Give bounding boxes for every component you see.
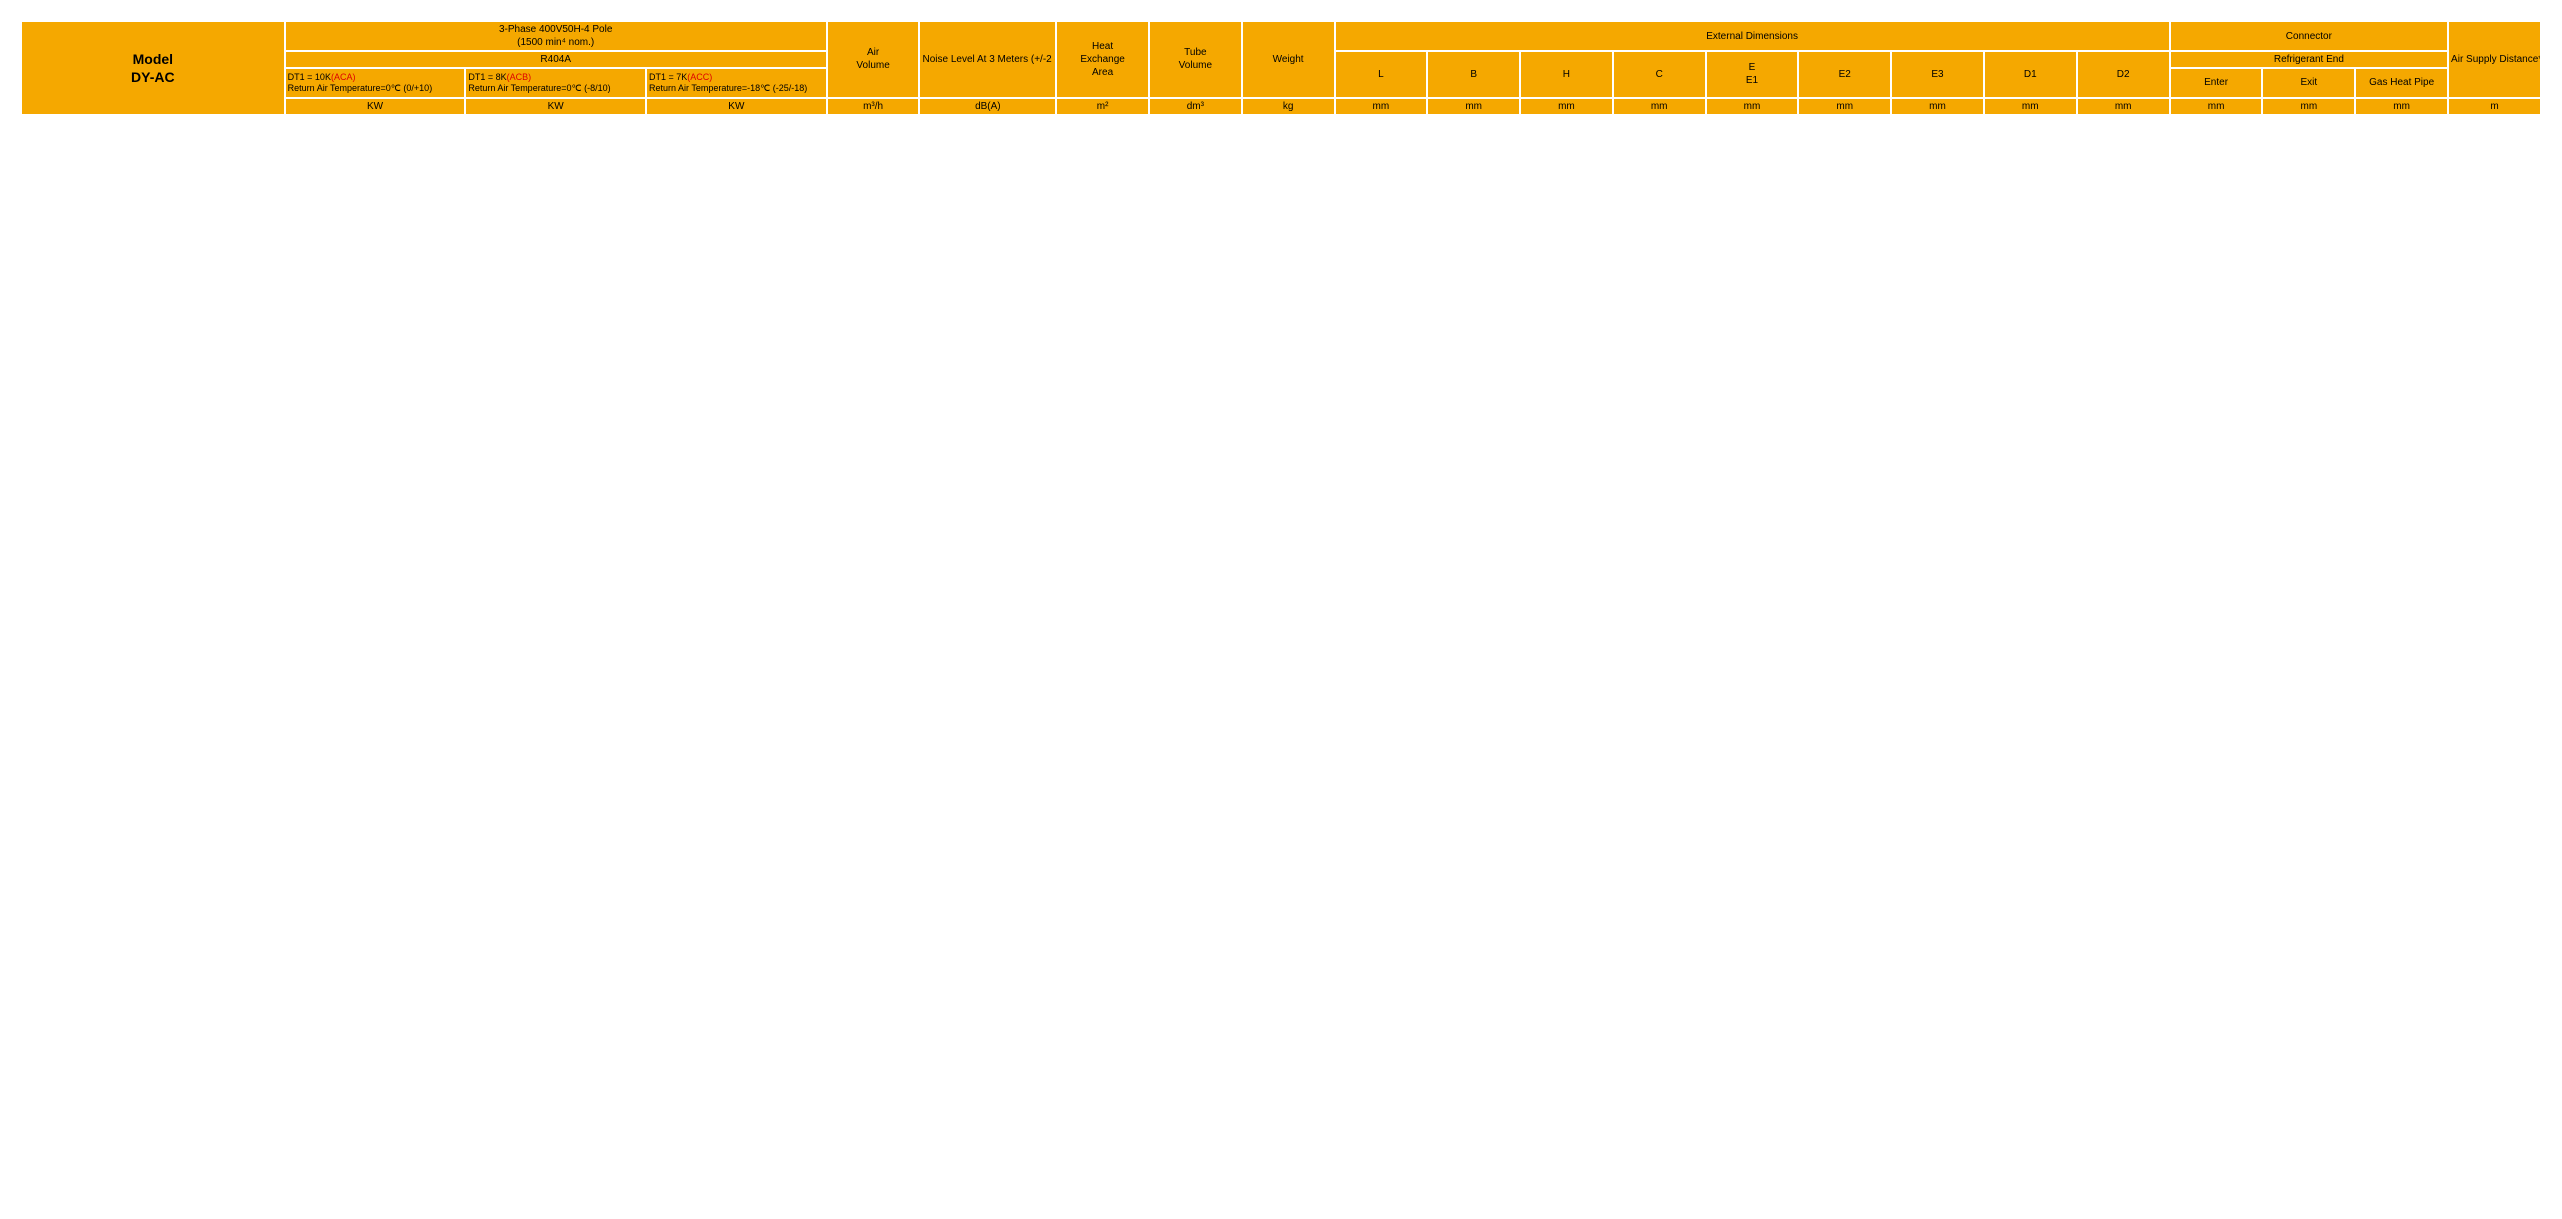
hdr-extdim: External Dimensions — [1335, 21, 2170, 51]
hdr-unit-0: KW — [285, 98, 466, 115]
hdr-dim-H: H — [1520, 51, 1613, 98]
hdr-unit-16: mm — [2077, 98, 2170, 115]
hdr-r404a: R404A — [285, 51, 827, 68]
hdr-weight: Weight — [1242, 21, 1335, 98]
hdr-unit-6: dm³ — [1149, 98, 1242, 115]
hdr-conn: Connector — [2170, 21, 2448, 51]
hdr-dim-E: EE1 — [1706, 51, 1799, 98]
hdr-dim-D1: D1 — [1984, 51, 2077, 98]
hdr-unit-12: mm — [1706, 98, 1799, 115]
hdr-unit-11: mm — [1613, 98, 1706, 115]
hdr-model: ModelDY-AC — [21, 21, 285, 115]
hdr-airsupply: Air Supply Distance** — [2448, 21, 2541, 98]
hdr-dim-C: C — [1613, 51, 1706, 98]
hdr-dt1c: DT1 = 7K(ACC)Return Air Temperature=-18℃… — [646, 68, 827, 98]
hdr-dim-B: B — [1427, 51, 1520, 98]
hdr-unit-13: mm — [1798, 98, 1891, 115]
hdr-unit-15: mm — [1984, 98, 2077, 115]
hdr-dt1b: DT1 = 8K(ACB)Return Air Temperature=0℃ (… — [465, 68, 646, 98]
hdr-dim-L: L — [1335, 51, 1428, 98]
hdr-dt1a: DT1 = 10K(ACA)Return Air Temperature=0℃ … — [285, 68, 466, 98]
hdr-unit-18: mm — [2262, 98, 2355, 115]
hdr-unit-8: mm — [1335, 98, 1428, 115]
hdr-unit-4: dB(A) — [919, 98, 1056, 115]
hdr-unit-14: mm — [1891, 98, 1984, 115]
hdr-dim-E3: E3 — [1891, 51, 1984, 98]
hdr-enter: Enter — [2170, 68, 2263, 98]
hdr-unit-17: mm — [2170, 98, 2263, 115]
spec-table: ModelDY-AC3-Phase 400V50H-4 Pole(1500 mi… — [20, 20, 2542, 116]
hdr-unit-10: mm — [1520, 98, 1613, 115]
hdr-unit-2: KW — [646, 98, 827, 115]
hdr-tube: TubeVolume — [1149, 21, 1242, 98]
hdr-heat: HeatExchangeArea — [1056, 21, 1149, 98]
hdr-unit-1: KW — [465, 98, 646, 115]
hdr-unit-20: m — [2448, 98, 2541, 115]
hdr-gas: Gas Heat Pipe — [2355, 68, 2448, 98]
hdr-unit-7: kg — [1242, 98, 1335, 115]
hdr-unit-19: mm — [2355, 98, 2448, 115]
hdr-unit-3: m³/h — [827, 98, 920, 115]
hdr-unit-5: m² — [1056, 98, 1149, 115]
hdr-phase: 3-Phase 400V50H-4 Pole(1500 min⁴ nom.) — [285, 21, 827, 51]
hdr-airvol: AirVolume — [827, 21, 920, 98]
hdr-dim-E2: E2 — [1798, 51, 1891, 98]
hdr-exit: Exit — [2262, 68, 2355, 98]
hdr-unit-9: mm — [1427, 98, 1520, 115]
hdr-refrig: Refrigerant End — [2170, 51, 2448, 68]
hdr-dim-D2: D2 — [2077, 51, 2170, 98]
hdr-noise: Noise Level At 3 Meters (+/-2 dB(A)* — [919, 21, 1056, 98]
